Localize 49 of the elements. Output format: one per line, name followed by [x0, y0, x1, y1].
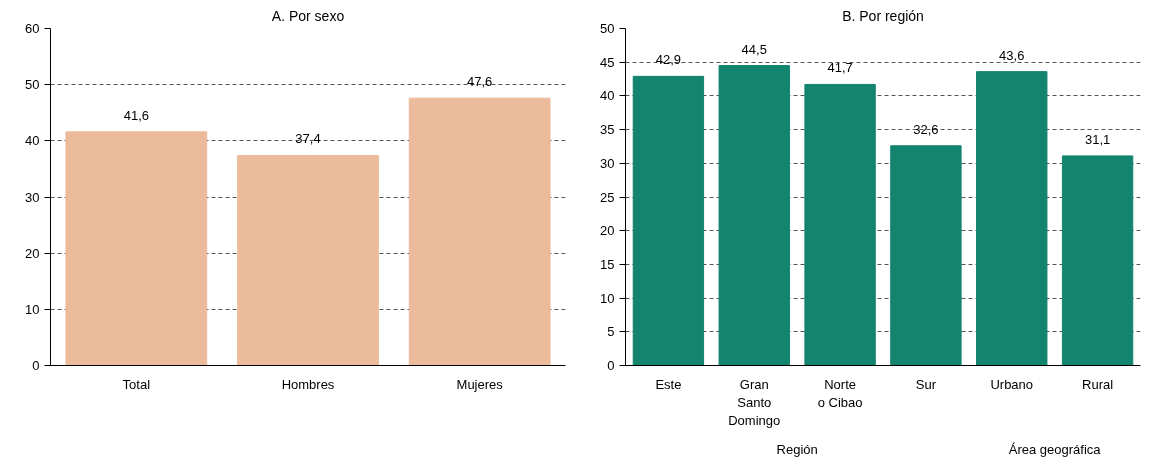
y-tick-label: 50 [600, 21, 615, 36]
x-tick-label: Norte o Cibao [817, 376, 863, 410]
y-tick-label: 40 [25, 133, 40, 149]
bar [237, 154, 379, 366]
data-label: 42,9 [655, 52, 682, 68]
y-tick-label: 45 [600, 54, 615, 70]
bar [1061, 155, 1134, 366]
y-tick-label: 25 [600, 189, 615, 205]
chart-title: A. Por sexo [271, 7, 345, 24]
text: Área geográfica [1008, 441, 1102, 457]
text: Región [776, 441, 818, 457]
bar [65, 131, 208, 366]
bar [718, 65, 790, 366]
bar [804, 83, 876, 366]
y-tick-label: 10 [600, 290, 615, 306]
y-tick-label: 20 [600, 223, 615, 239]
y-tick-label: 10 [25, 301, 40, 317]
y-tick-label: 0 [32, 358, 40, 373]
x-tick-label: Rural [1082, 376, 1114, 392]
y-tick-label: 5 [607, 324, 615, 340]
y-tick-label: 50 [25, 77, 40, 93]
data-label: 44,5 [741, 41, 767, 57]
y-tick-label: 0 [607, 358, 615, 373]
x-tick-label: Este [655, 376, 682, 392]
x-tick-label: Mujeres [456, 376, 504, 392]
x-tick-label: Hombres [281, 376, 335, 392]
x-tick-label: Sur [915, 376, 937, 392]
y-tick-label: 20 [25, 245, 40, 261]
bar [632, 75, 705, 366]
x-tick-label: Total [122, 376, 151, 392]
y-tick-label: 30 [25, 189, 40, 205]
data-label: 37,4 [295, 131, 321, 147]
data-label: 41,6 [123, 107, 149, 123]
bar [408, 97, 551, 366]
y-tick-label: 15 [600, 256, 615, 272]
y-tick-label: 35 [600, 122, 615, 138]
data-label: 41,7 [827, 60, 853, 76]
bar [890, 145, 962, 366]
data-label: 31,1 [1084, 131, 1111, 147]
bar [976, 71, 1048, 366]
data-label: 43,6 [999, 47, 1025, 63]
x-tick-label: Urbano [990, 376, 1034, 392]
y-tick-label: 60 [25, 21, 40, 36]
x-tick-label: Gran Santo Domingo [728, 376, 781, 428]
data-label: 47,6 [467, 74, 493, 90]
y-tick-label: 30 [600, 155, 615, 171]
chart-title: B. Por región [842, 7, 924, 24]
y-tick-label: 40 [600, 88, 615, 104]
data-label: 32,6 [913, 121, 939, 137]
